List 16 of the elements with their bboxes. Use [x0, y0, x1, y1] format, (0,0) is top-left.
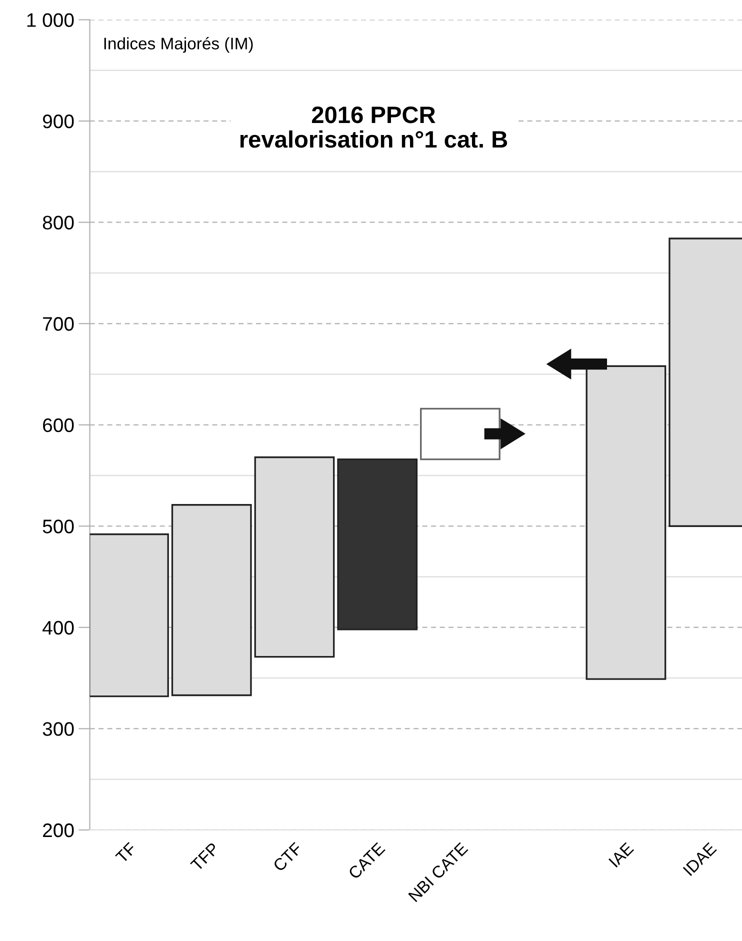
y-tick-label: 400: [42, 620, 74, 635]
y-axis-title: Indices Majorés (IM): [104, 37, 253, 53]
x-tick-label: TFP: [190, 842, 220, 872]
y-tick-label: 200: [43, 823, 74, 838]
x-tick-label: CTF: [272, 842, 303, 872]
bar: [337, 458, 418, 630]
y-tick-label: 700: [43, 317, 74, 331]
x-tick-label: TF: [115, 842, 137, 864]
y-tick-label: 600: [43, 418, 74, 432]
x-tick-label: IAE: [608, 842, 634, 868]
text: 2016 PPCR revalorisation n°1 cat. B: [240, 106, 508, 148]
y-tick-label: 900: [42, 114, 74, 128]
y-tick-label: 300: [42, 722, 74, 736]
y-tick-label: 500: [42, 520, 74, 534]
y-tick-label: 800: [42, 216, 74, 230]
y-tick-label: 1 000: [27, 13, 74, 27]
